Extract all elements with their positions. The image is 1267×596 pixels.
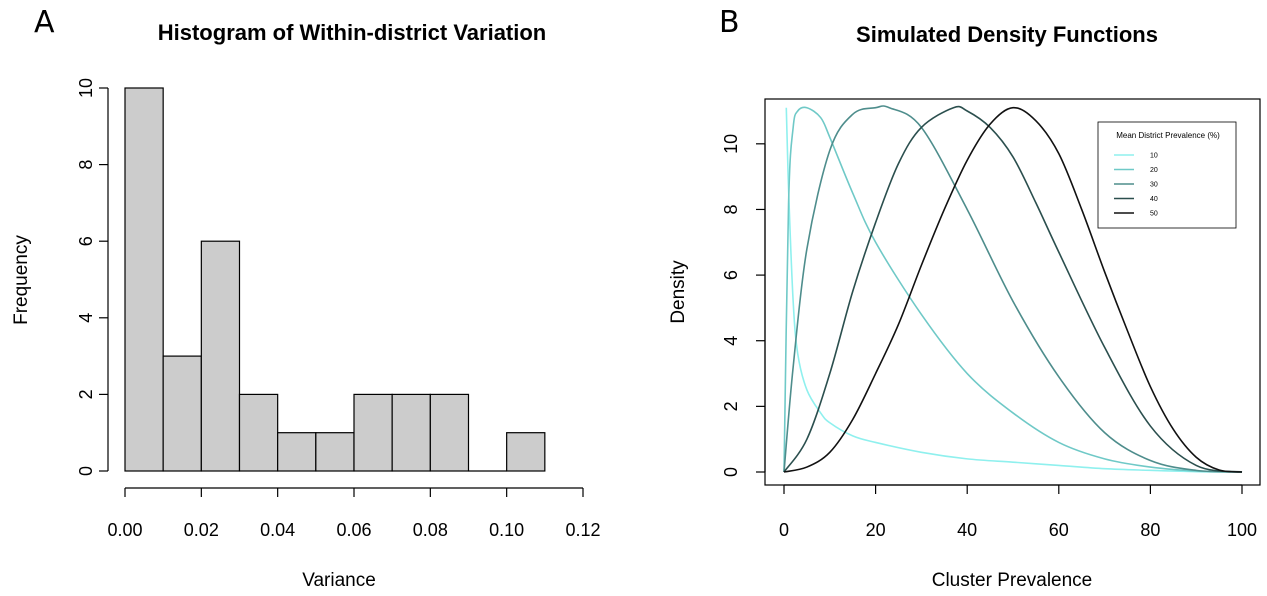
density-line-40 (783, 105, 1243, 473)
legend-label-10: 10 (1150, 153, 1158, 160)
b-x-tick-label-2: 40 (957, 520, 977, 540)
y-tick-label-1: 2 (76, 389, 96, 399)
legend-title: Mean District Prevalence (%) (1116, 131, 1220, 140)
x-tick-label-3: 0.06 (336, 520, 371, 540)
x-tick-label-1: 0.02 (184, 520, 219, 540)
y-tick-label-0: 0 (76, 466, 96, 476)
b-x-tick-label-1: 20 (866, 520, 886, 540)
b-y-tick-label-3: 6 (721, 270, 741, 280)
histogram-bar-2 (200, 240, 241, 472)
panel-b-letter: B (719, 5, 740, 40)
histogram-bar-3 (238, 393, 279, 472)
histogram-bar-6 (353, 393, 393, 472)
b-y-tick-label-5: 10 (721, 134, 741, 154)
y-tick-label-5: 10 (76, 78, 96, 98)
panel-b-series-lines (783, 105, 1243, 473)
b-x-tick-label-3: 60 (1049, 520, 1069, 540)
histogram-bar-7 (391, 393, 431, 472)
density-line-10 (785, 107, 1243, 473)
b-x-tick-label-4: 80 (1140, 520, 1160, 540)
b-x-tick-label-5: 100 (1227, 520, 1257, 540)
b-y-tick-label-2: 4 (721, 336, 741, 346)
histogram-bar-10 (506, 432, 546, 472)
panel-a-y-axis: 0 2 4 6 8 10 (76, 78, 109, 476)
histogram-bar-5 (315, 432, 355, 472)
x-tick-label-2: 0.04 (260, 520, 295, 540)
legend-label-30: 30 (1150, 182, 1158, 189)
legend-label-20: 20 (1150, 167, 1158, 174)
y-tick-label-2: 4 (76, 313, 96, 323)
x-tick-label-4: 0.08 (413, 520, 448, 540)
panel-a-x-axis: 0.00 0.02 0.04 0.06 0.08 0.10 0.12 (107, 487, 601, 540)
y-tick-label-3: 6 (76, 236, 96, 246)
b-y-tick-label-0: 0 (721, 467, 741, 477)
panel-b-y-axis: 0 2 4 6 8 10 (721, 134, 766, 477)
x-tick-label-6: 0.12 (565, 520, 600, 540)
histogram-bar-1 (162, 355, 202, 472)
x-tick-label-0: 0.00 (107, 520, 142, 540)
histogram-bar-4 (277, 432, 317, 472)
density-line-20 (783, 106, 1243, 473)
panel-a-bars (124, 87, 546, 472)
legend-label-50: 50 (1150, 211, 1158, 218)
panel-b-title: Simulated Density Functions (856, 22, 1158, 47)
b-x-tick-label-0: 0 (779, 520, 789, 540)
panel-a-letter: A (34, 5, 55, 40)
x-tick-label-5: 0.10 (489, 520, 524, 540)
b-y-tick-label-1: 2 (721, 401, 741, 411)
panel-b-legend: Mean District Prevalence (%) 10 20 30 40 50 (1097, 121, 1237, 229)
panel-a-title: Histogram of Within-district Variation (158, 20, 547, 45)
panel-b-density: B Simulated Density Functions 0 20 40 60 80 1… (668, 5, 1261, 591)
histogram-bar-8 (429, 393, 470, 472)
panel-a-x-axis-label: Variance (302, 570, 376, 591)
legend-label-40: 40 (1150, 196, 1158, 203)
panel-b-y-axis-label: Density (668, 260, 689, 324)
panel-b-x-axis-label: Cluster Prevalence (932, 570, 1093, 591)
histogram-bar-0 (124, 87, 164, 472)
density-line-50 (783, 106, 1243, 473)
panel-a-y-axis-label: Frequency (11, 235, 32, 325)
panel-b-x-axis: 0 20 40 60 80 100 (779, 484, 1257, 540)
legend-box (1097, 121, 1237, 229)
b-y-tick-label-4: 8 (721, 204, 741, 214)
y-tick-label-4: 8 (76, 160, 96, 170)
panel-a-histogram: A Histogram of Within-district Variation… (11, 5, 601, 591)
